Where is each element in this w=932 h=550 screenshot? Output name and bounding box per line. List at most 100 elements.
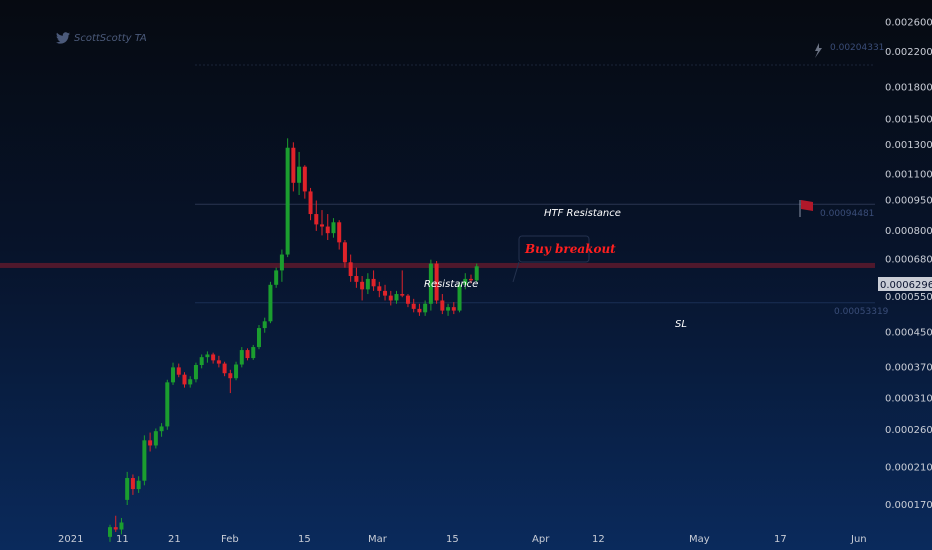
candle (228, 369, 233, 394)
candle (383, 284, 388, 301)
candle (474, 263, 479, 282)
candle (125, 471, 130, 505)
candle (446, 303, 451, 316)
candle (320, 210, 325, 236)
candle (193, 362, 198, 383)
y-tick-label: 0.00055000 (885, 292, 932, 303)
candle (113, 515, 118, 532)
candle (148, 432, 153, 452)
candle (440, 294, 445, 315)
x-tick-label: Apr (532, 534, 550, 545)
y-tick-label: 0.00045000 (885, 328, 932, 339)
x-tick-label: 15 (446, 534, 459, 545)
x-tick-label: 17 (774, 534, 787, 545)
candle (405, 294, 410, 308)
candle (308, 187, 313, 221)
sl-level-label: 0.00053319 (834, 307, 889, 317)
y-tick-label: 0.00150000 (885, 115, 932, 126)
y-tick-label: 0.00080000 (885, 226, 932, 237)
candle (130, 474, 135, 495)
candle (216, 355, 221, 368)
candle (182, 372, 187, 388)
x-axis-labels: 2021 11 21 Feb 15 Mar 15 Apr 12 May 17 Jun (58, 534, 867, 545)
y-tick-label: 0.00017000 (885, 500, 932, 511)
y-tick-label: 0.00068000 (885, 255, 932, 266)
top-target-level-label: 0.00204331 (830, 43, 884, 53)
candle (377, 281, 382, 298)
flag-icon (799, 200, 813, 217)
y-tick-label: 0.00095000 (885, 196, 932, 207)
candle (434, 260, 439, 304)
candle (468, 274, 473, 284)
y-tick-label: 0.00110000 (885, 170, 932, 181)
candle (251, 344, 256, 360)
y-axis-labels: 0.00260000 0.00220000 0.00180000 0.00150000… (885, 17, 932, 511)
candle (428, 259, 433, 311)
candle (176, 363, 181, 378)
candle (222, 361, 227, 377)
y-tick-label: 0.00021000 (885, 463, 932, 474)
candle (165, 379, 170, 430)
candle (159, 423, 164, 437)
buy-breakout-pointer (512, 261, 520, 283)
candle (388, 290, 393, 306)
candle (256, 325, 261, 350)
buy-breakout-box (518, 235, 590, 263)
candle-series (108, 138, 479, 542)
candle (325, 214, 330, 240)
candle (331, 218, 336, 238)
y-tick-label: 0.00031000 (885, 394, 932, 405)
x-tick-label: 15 (298, 534, 311, 545)
candle (417, 303, 422, 316)
candle (400, 270, 405, 298)
candle (354, 267, 359, 288)
candle (457, 281, 462, 313)
x-tick-label: 2021 (58, 534, 83, 545)
buy-breakout-label: Buy breakout (524, 242, 616, 256)
twitter-bird-icon (56, 32, 70, 44)
candle (423, 300, 428, 316)
candle (394, 290, 399, 304)
resistance-label: Resistance (424, 279, 478, 290)
y-tick-label: 0.00180000 (885, 82, 932, 93)
candle (239, 347, 244, 368)
y-tick-label: 0.00026000 (885, 425, 932, 436)
candle (199, 354, 204, 369)
candle (153, 428, 158, 449)
candle (205, 351, 210, 363)
candle (171, 362, 176, 385)
y-tick-label: 0.00260000 (885, 17, 932, 28)
x-tick-label: 11 (116, 534, 129, 545)
price-tag-bg (878, 277, 932, 291)
htf-resistance-label: HTF Resistance (544, 208, 621, 219)
candle (463, 273, 468, 290)
candle (365, 273, 370, 295)
y-tick-label: 0.00220000 (885, 47, 932, 58)
candle (451, 302, 456, 315)
candle (291, 142, 296, 192)
lightning-icon (815, 43, 822, 58)
candle (136, 476, 141, 493)
candle (314, 200, 319, 231)
x-tick-label: Jun (850, 534, 867, 545)
candle (285, 138, 290, 258)
candle (342, 239, 347, 268)
price-tag-label: 0.00062969 (880, 280, 932, 291)
candle (274, 267, 279, 288)
candle (108, 524, 112, 542)
htf-level-label: 0.00094481 (820, 209, 874, 219)
candle (360, 276, 365, 301)
candle (245, 348, 250, 361)
candle (234, 361, 239, 381)
candle (297, 151, 302, 196)
candle (211, 352, 216, 364)
sl-label: SL (675, 319, 687, 330)
candle (119, 517, 124, 535)
candle (279, 249, 284, 282)
candle (142, 435, 147, 486)
candle (302, 165, 307, 199)
y-tick-label: 0.00130000 (885, 140, 932, 151)
candle (371, 270, 376, 291)
